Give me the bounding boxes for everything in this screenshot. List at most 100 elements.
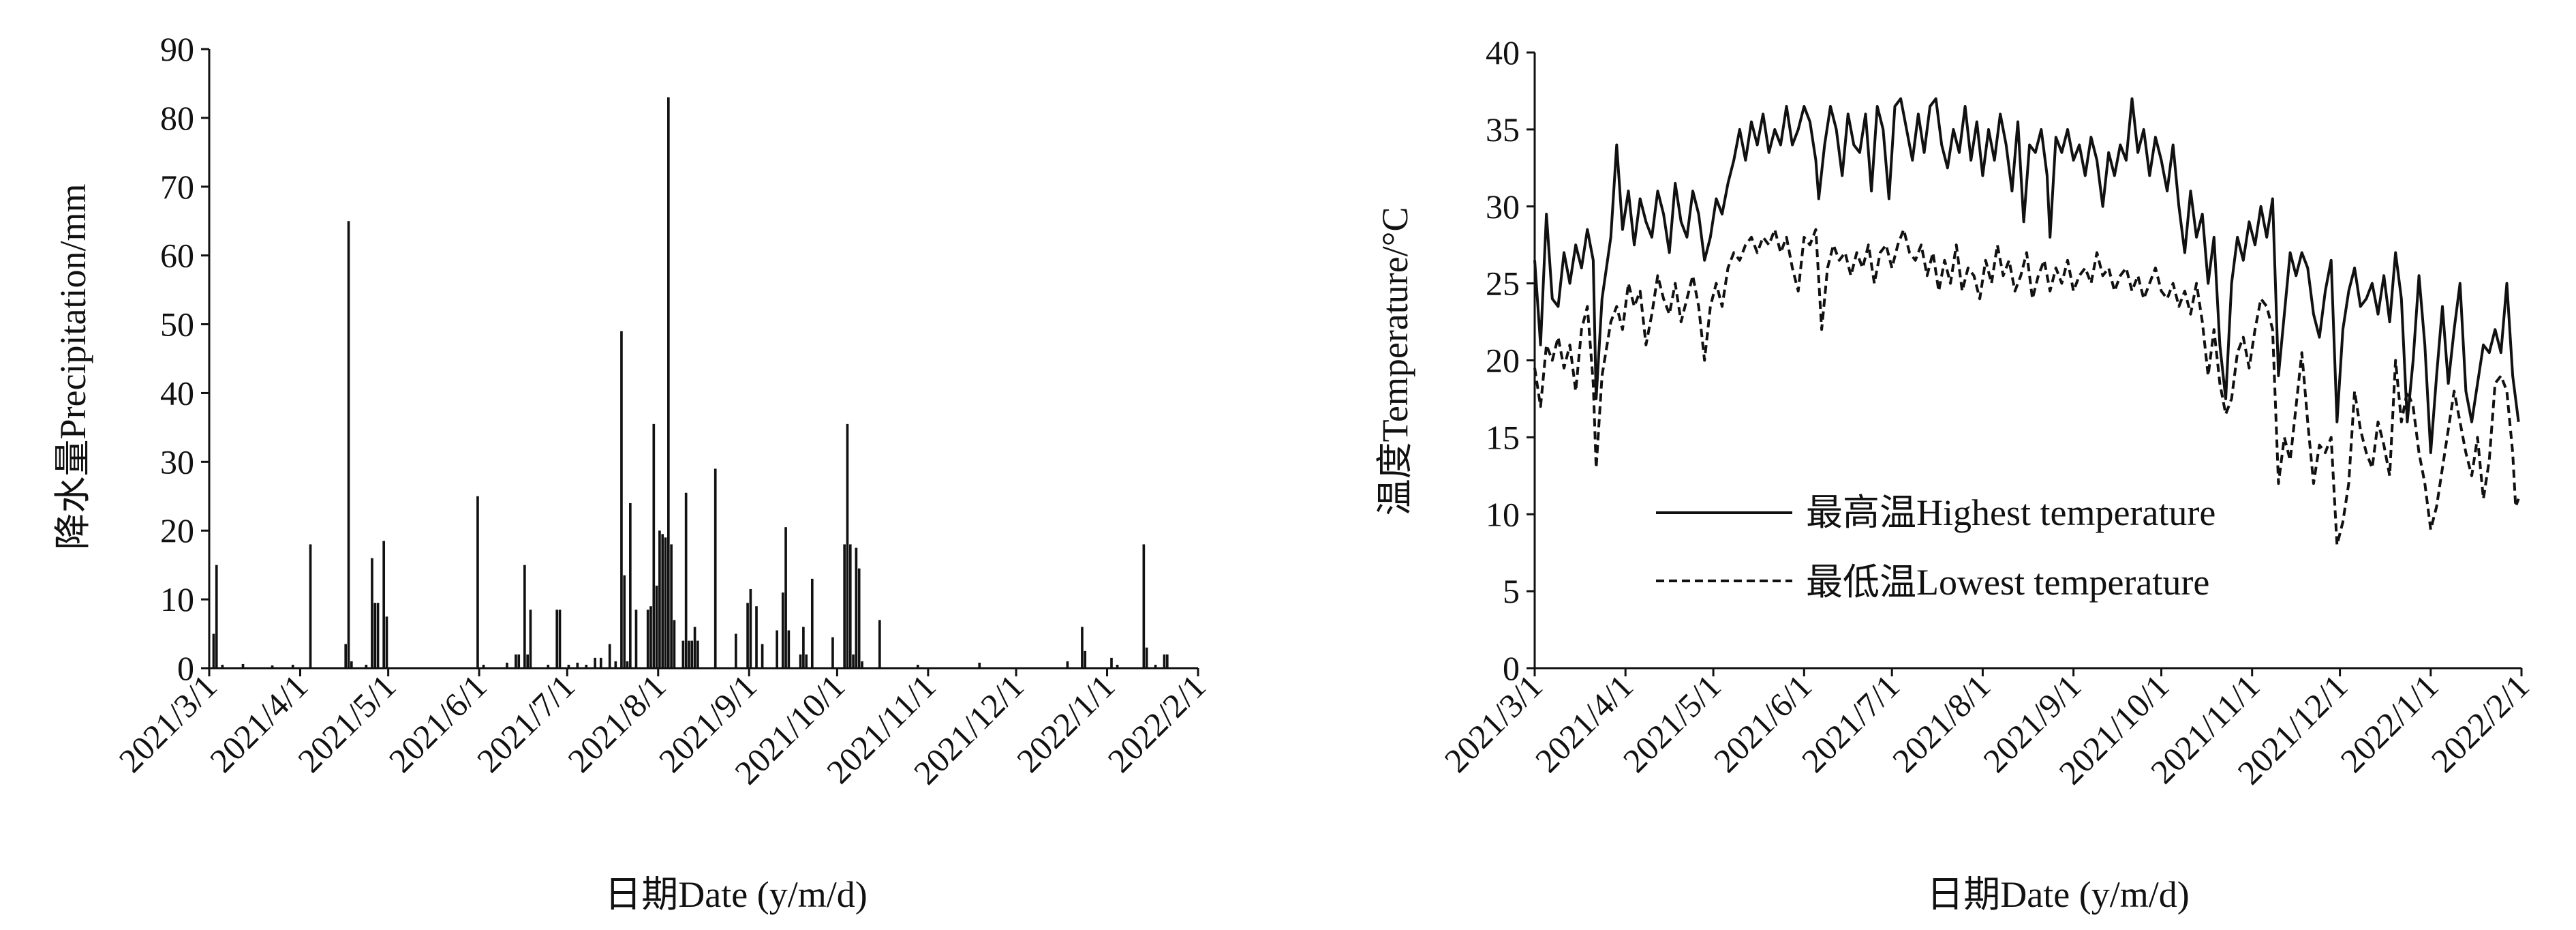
precipitation-x-tick-label: 2021/6/1 [382, 667, 494, 779]
precipitation-bar [684, 492, 688, 668]
precipitation-bar [629, 502, 632, 668]
precipitation-bar [1084, 650, 1087, 668]
precipitation-bar [646, 610, 649, 668]
temperature-y-tick-label: 5 [1503, 572, 1520, 610]
precipitation-bar [594, 657, 597, 668]
precipitation-bar [221, 664, 224, 668]
temperature-x-tick-label: 2021/5/1 [1616, 667, 1728, 779]
precipitation-bar [506, 662, 508, 668]
precipitation-bar [681, 640, 685, 668]
precipitation-bar [690, 640, 694, 668]
precipitation-bar [309, 544, 312, 668]
precipitation-bar [585, 664, 588, 668]
precipitation-bar [655, 585, 658, 668]
temperature-axes [1533, 52, 2521, 670]
precipitation-x-tick-label: 2021/5/1 [290, 667, 403, 779]
precipitation-bar [555, 610, 559, 668]
precipitation-bar [373, 603, 377, 668]
precipitation-bar [385, 616, 388, 668]
precipitation-bar [215, 565, 218, 668]
precipitation-bar [802, 627, 805, 668]
precipitation-bar [523, 565, 526, 668]
precipitation-bar [749, 588, 752, 668]
precipitation-bar [1165, 654, 1169, 668]
precipitation-bar [670, 544, 673, 668]
precipitation-bar [626, 661, 629, 668]
precipitation-y-tick-label: 60 [160, 237, 194, 275]
precipitation-bar [781, 592, 784, 668]
precipitation-bar [634, 610, 638, 668]
precipitation-y-tick-label: 0 [177, 649, 194, 687]
precipitation-y-tick-label: 30 [160, 442, 194, 481]
precipitation-y-tick-label: 80 [160, 99, 194, 137]
precipitation-y-tick-label: 10 [160, 580, 194, 618]
precipitation-x-axis-title: 日期Date (y/m/d) [604, 874, 867, 915]
precipitation-bar [376, 603, 380, 668]
precipitation-bar [241, 663, 245, 668]
precipitation-x-tick-label: 2021/8/1 [560, 667, 673, 779]
temperature-y-axis-title: 温度Temperature/°C [1375, 207, 1415, 516]
precipitation-bar [1116, 664, 1119, 668]
precipitation-bar [649, 606, 652, 668]
temperature-y-tick-label: 20 [1486, 342, 1520, 380]
precipitation-bar [599, 657, 602, 668]
precipitation-bar [482, 664, 485, 668]
precipitation-bar [661, 534, 664, 668]
temperature-x-tick-label: 2022/1/1 [2333, 667, 2445, 779]
precipitation-bar [476, 496, 479, 668]
temperature-legend: 最高温Highest temperature 最低温Lowest tempera… [1656, 492, 2215, 603]
precipitation-bar [857, 568, 861, 668]
precipitation-bar [1110, 657, 1113, 668]
precipitation-x-tick-label: 2022/1/1 [1009, 667, 1122, 779]
precipitation-bar [576, 662, 579, 668]
precipitation-bar [810, 578, 814, 668]
precipitation-bar [350, 661, 353, 668]
precipitation-bar [714, 468, 717, 668]
precipitation-bar [787, 630, 791, 668]
temperature-x-axis-title: 日期Date (y/m/d) [1927, 874, 2189, 915]
precipitation-bar [848, 544, 852, 668]
precipitation-bar [805, 654, 808, 668]
temperature-y-tick-label: 10 [1486, 495, 1520, 533]
precipitation-y-tick-label: 20 [160, 511, 194, 550]
precipitation-bar [382, 541, 386, 668]
precipitation-bar [608, 644, 611, 668]
precipitation-bar [658, 530, 661, 668]
precipitation-y-tick-label: 50 [160, 305, 194, 344]
temperature-x-tick-label: 2021/8/1 [1885, 667, 1997, 779]
precipitation-bars [212, 97, 1169, 669]
precipitation-bar [371, 558, 373, 668]
precipitation-bar [1081, 627, 1084, 668]
precipitation-bar [271, 665, 274, 668]
precipitation-bar [978, 662, 981, 668]
precipitation-y-tick-label: 70 [160, 168, 194, 206]
precipitation-bar [547, 664, 550, 668]
highest-temperature-line [1533, 97, 2520, 454]
precipitation-bar [855, 548, 858, 668]
precipitation-x-tick-label: 2021/7/1 [470, 667, 582, 779]
precipitation-bar [784, 527, 787, 668]
legend-label-lowest: 最低温Lowest temperature [1806, 562, 2209, 603]
precipitation-y-tick-label: 90 [160, 30, 194, 68]
precipitation-bar [212, 633, 215, 668]
precipitation-bar [529, 610, 532, 668]
temperature-y-tick-label: 25 [1486, 265, 1520, 303]
precipitation-bar [761, 644, 764, 668]
temperature-x-tick-label: 2021/6/1 [1706, 667, 1819, 779]
precipitation-bar [623, 575, 626, 668]
precipitation-y-axis-title: 降水量Precipitation/mm [52, 184, 93, 550]
temperature-y-tick-label: 0 [1503, 649, 1520, 687]
precipitation-bar [515, 654, 517, 668]
precipitation-bar [831, 637, 834, 668]
temperature-x-tick-label: 2021/3/1 [1437, 667, 1549, 779]
temperature-chart: 温度Temperature/°C 日期Date (y/m/d) 0 5 10 15 20… [1375, 33, 2536, 915]
temperature-x-tick-label: 2021/7/1 [1794, 667, 1907, 779]
precipitation-bar [620, 331, 623, 668]
precipitation-axis-ticks: 01020304050607080902021/3/12021/4/12021/… [111, 30, 1212, 792]
precipitation-bar [567, 664, 570, 668]
precipitation-bar [799, 654, 802, 668]
precipitation-bar [755, 606, 758, 668]
temperature-y-tick-label: 30 [1486, 188, 1520, 226]
precipitation-bar [878, 620, 881, 668]
